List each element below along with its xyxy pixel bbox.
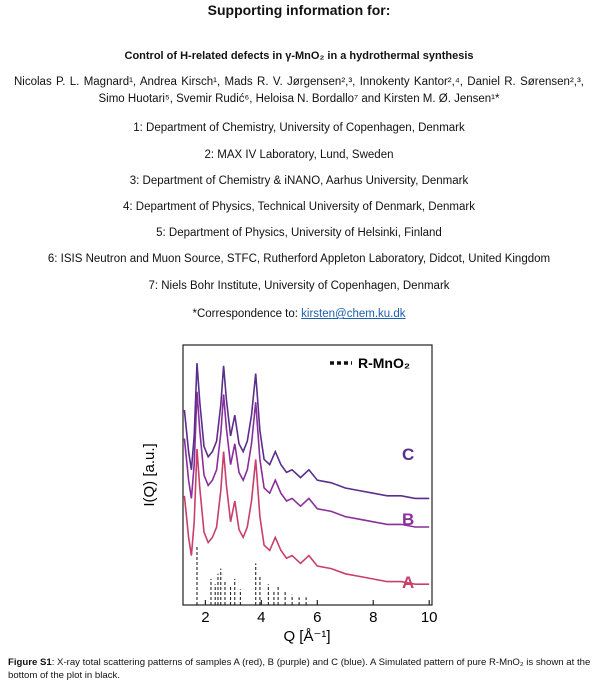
x-tick-label: 10 xyxy=(421,609,438,626)
series-line xyxy=(183,363,430,500)
series-label: C xyxy=(402,445,414,464)
email-link[interactable]: kirsten@chem.ku.dk xyxy=(301,308,406,320)
x-axis-label: Q [Å⁻¹] xyxy=(283,628,330,645)
correspondence: *Correspondence to: kirsten@chem.ku.dk xyxy=(0,308,598,320)
x-tick-label: 8 xyxy=(369,609,377,626)
series-line xyxy=(183,448,430,585)
authors: Nicolas P. L. Magnard¹, Andrea Kirsch¹, … xyxy=(14,76,584,105)
series-line xyxy=(183,391,430,528)
x-tick-label: 6 xyxy=(313,609,321,626)
x-tick-label: 4 xyxy=(257,609,265,626)
series-label: B xyxy=(402,510,414,529)
doc-title: Supporting information for: xyxy=(207,2,391,18)
legend-label: R-MnO₂ xyxy=(358,355,410,371)
caption: Figure S1: X-ray total scattering patter… xyxy=(8,656,593,682)
caption-text: : X-ray total scattering patterns of sam… xyxy=(8,657,591,681)
affiliation: 2: MAX IV Laboratory, Lund, Sweden xyxy=(204,149,394,161)
y-axis-label: I(Q) [a.u.] xyxy=(141,443,158,506)
affiliation: 5: Department of Physics, University of … xyxy=(156,227,442,239)
affiliation: 3: Department of Chemistry & iNANO, Aarh… xyxy=(129,175,469,187)
affiliation: 6: ISIS Neutron and Muon Source, STFC, R… xyxy=(47,253,551,265)
caption-label: Figure S1 xyxy=(8,657,52,668)
correspondence-label: *Correspondence to: xyxy=(192,308,298,320)
affiliation: 7: Niels Bohr Institute, University of C… xyxy=(148,280,450,292)
paper-title: Control of H-related defects in γ-MnO₂ i… xyxy=(124,50,474,62)
affiliation: 4: Department of Physics, Technical Univ… xyxy=(123,201,475,213)
series-label: A xyxy=(402,573,414,592)
figure: I(Q) [a.u.] Q [Å⁻¹] 2 4 6 8 10 A B C R-MnO₂ xyxy=(141,344,438,645)
plot-frame xyxy=(182,344,433,606)
affiliation: 1: Department of Chemistry, University o… xyxy=(133,122,465,134)
x-tick-label: 2 xyxy=(201,609,209,626)
